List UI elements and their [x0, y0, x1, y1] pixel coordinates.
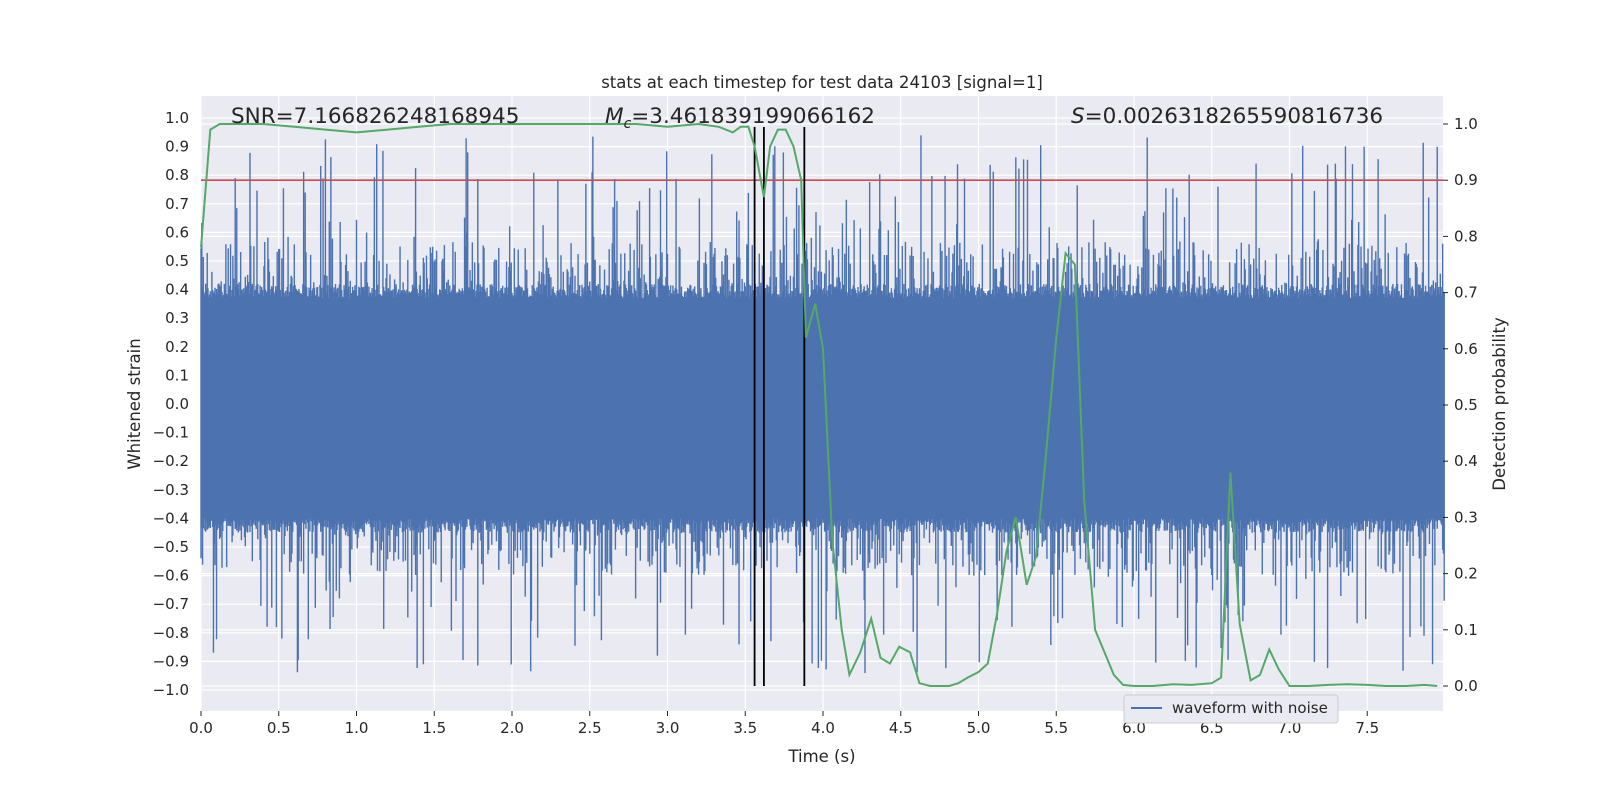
legend-label: waveform with noise: [1172, 699, 1328, 717]
y-tick-label: −0.5: [153, 538, 189, 556]
y-tick-label: −0.3: [153, 481, 189, 499]
x-tick-label: 3.5: [733, 719, 757, 737]
y2-tick-label: 0.5: [1454, 396, 1478, 414]
s-statistic-annotation: S=0.0026318265590816736: [1071, 104, 1383, 129]
y-tick-label: 0.6: [165, 223, 189, 241]
y2-tick-label: 1.0: [1454, 115, 1478, 133]
y-axis-label: Whitened strain: [125, 338, 144, 469]
vertical-markers: [753, 127, 806, 686]
y-tick-label: 0.8: [165, 166, 189, 184]
x-tick-label: 5.5: [1044, 719, 1068, 737]
y2-tick-label: 0.4: [1454, 452, 1478, 470]
y-tick-label: 0.9: [165, 138, 189, 156]
y2-tick-label: 0.0: [1454, 677, 1478, 695]
y-tick-label: 1.0: [165, 109, 189, 127]
y-tick-label: 0.7: [165, 195, 189, 213]
x-tick-label: 4.5: [889, 719, 913, 737]
y-tick-label: −0.9: [153, 652, 189, 670]
x-tick-label: 5.0: [967, 719, 991, 737]
y2-tick-label: 0.9: [1454, 171, 1478, 189]
x-tick-label: 4.0: [811, 719, 835, 737]
y-tick-label: −0.1: [153, 424, 189, 442]
y-tick-label: −0.6: [153, 567, 189, 585]
x-axis-label: Time (s): [787, 747, 855, 766]
chart-title: stats at each timestep for test data 241…: [601, 73, 1043, 92]
y-tick-label: −1.0: [153, 681, 189, 699]
y-tick-label: 0.5: [165, 252, 189, 270]
y-tick-label: 0.2: [165, 338, 189, 356]
y-tick-label: −0.7: [153, 595, 189, 613]
y2-tick-label: 0.1: [1454, 621, 1478, 639]
y2-tick-label: 0.8: [1454, 227, 1478, 245]
x-tick-label: 0.0: [189, 719, 213, 737]
y-tick-label: 0.0: [165, 395, 189, 413]
y-tick-label: 0.3: [165, 309, 189, 327]
y-axis-ticks: 1.0 0.9 0.8 0.7 0.6 0.5 0.4 0.3 0.2 0.1 0.0 −0.1 −0.…: [153, 109, 189, 699]
x-tick-label: 0.5: [267, 719, 291, 737]
y-tick-label: −0.2: [153, 452, 189, 470]
detection-probability-line: [200, 122, 1438, 687]
x-tick-label: 2.0: [500, 719, 524, 737]
x-tick-label: 1.0: [345, 719, 369, 737]
x-tick-label: 7.5: [1355, 719, 1379, 737]
y-tick-label: −0.8: [153, 624, 189, 642]
y2-axis-ticks: 1.0 0.9 0.8 0.7 0.6 0.5 0.4 0.3 0.2 0.1 0.0: [1443, 115, 1478, 695]
legend-box: [1123, 694, 1339, 724]
chirp-mass-annotation: Mc=3.461839199066162: [605, 104, 875, 132]
y2-axis-label: Detection probability: [1490, 317, 1509, 491]
y2-tick-label: 0.2: [1454, 565, 1478, 583]
y2-tick-label: 0.3: [1454, 508, 1478, 526]
y-tick-label: 0.1: [165, 366, 189, 384]
y-tick-label: 0.4: [165, 281, 189, 299]
y2-tick-label: 0.6: [1454, 340, 1478, 358]
x-tick-label: 2.5: [578, 719, 602, 737]
y-tick-label: −0.4: [153, 509, 189, 527]
x-tick-label: 1.5: [422, 719, 446, 737]
x-tick-label: 3.0: [656, 719, 680, 737]
y2-tick-label: 0.7: [1454, 284, 1478, 302]
legend: waveform with noise: [1123, 694, 1339, 724]
snr-annotation: SNR=7.166826248168945: [231, 104, 519, 129]
